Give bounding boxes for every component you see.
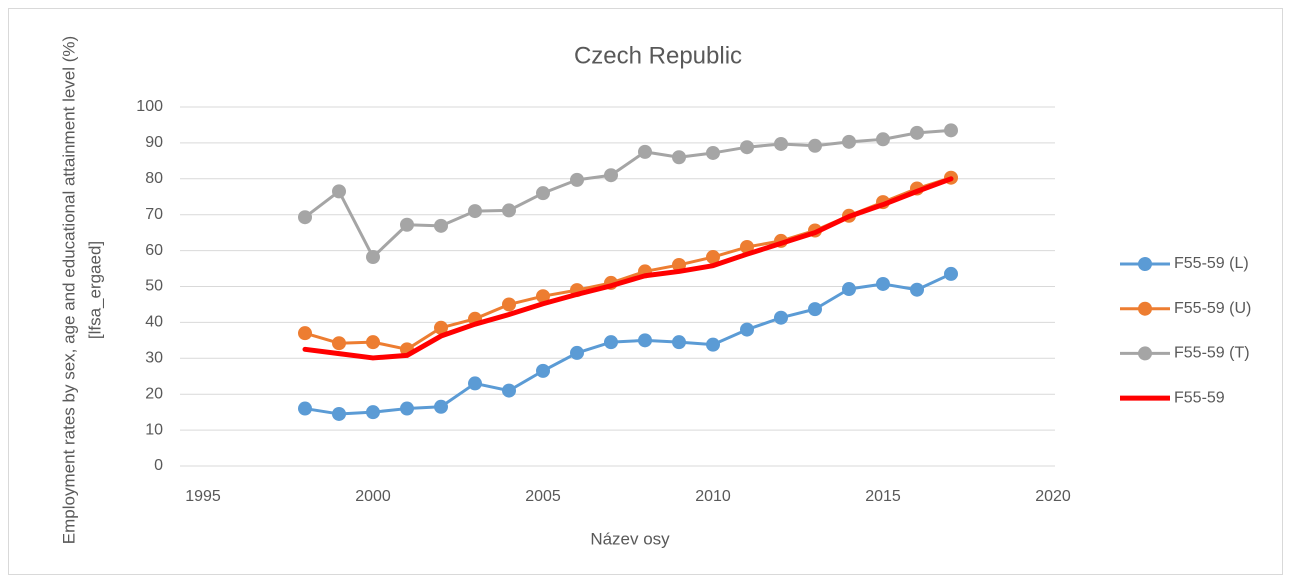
series-line: [302, 176, 954, 361]
y-tick-label: 50: [145, 278, 163, 295]
data-point: [638, 333, 652, 348]
data-point: [740, 140, 754, 155]
x-tick-label: 2010: [695, 488, 731, 505]
x-tick-label: 2015: [865, 488, 901, 505]
data-point: [536, 363, 550, 378]
data-point: [400, 401, 414, 416]
data-point: [910, 125, 924, 140]
data-point: [366, 405, 380, 420]
legend-label: F55-59: [1174, 389, 1225, 406]
y-tick-label: 80: [145, 170, 163, 187]
data-point: [842, 134, 856, 149]
data-point: [672, 335, 686, 350]
x-tick-label: 1995: [185, 488, 221, 505]
y-tick-label: 90: [145, 134, 163, 151]
data-point: [536, 289, 550, 304]
data-point: [706, 250, 720, 265]
data-point: [944, 266, 958, 281]
data-point: [774, 136, 788, 151]
data-point: [332, 184, 346, 199]
data-point: [298, 401, 312, 416]
data-point: [434, 399, 448, 414]
data-point: [332, 336, 346, 351]
y-tick-label: 100: [136, 98, 163, 115]
y-tick-label: 60: [145, 242, 163, 259]
data-point: [366, 250, 380, 265]
x-tick-label: 2020: [1035, 488, 1071, 505]
data-point: [876, 132, 890, 147]
data-point: [944, 123, 958, 138]
data-point: [638, 144, 652, 159]
y-tick-label: 0: [154, 457, 163, 474]
data-point: [876, 276, 890, 291]
legend-label: F55-59 (L): [1174, 255, 1249, 272]
data-point: [774, 310, 788, 325]
data-point: [366, 335, 380, 350]
y-tick-label: 40: [145, 314, 163, 331]
data-point: [842, 282, 856, 297]
data-point: [808, 302, 822, 317]
data-point: [298, 210, 312, 225]
data-point: [502, 383, 516, 398]
chart-title: Czech Republic: [574, 42, 742, 69]
x-axis-label: Název osy: [590, 529, 670, 548]
y-tick-label: 20: [145, 385, 163, 402]
y-axis-label: Employment rates by sex, age and educati…: [59, 36, 78, 544]
data-point: [604, 335, 618, 350]
legend-marker: [1138, 301, 1152, 316]
data-point: [740, 322, 754, 337]
legend-marker: [1138, 346, 1152, 361]
x-tick-label: 2000: [355, 488, 391, 505]
data-point: [332, 406, 346, 421]
data-point: [400, 217, 414, 232]
data-point: [672, 150, 686, 165]
data-point: [298, 326, 312, 341]
y-axis-label: [lfsa_ergaed]: [85, 241, 104, 339]
data-point: [502, 203, 516, 218]
x-tick-label: 2005: [525, 488, 561, 505]
chart-border: [8, 8, 1283, 575]
data-point: [468, 376, 482, 391]
data-point: [808, 138, 822, 153]
data-point: [468, 204, 482, 219]
data-point: [536, 186, 550, 201]
legend-label: F55-59 (T): [1174, 345, 1250, 362]
y-tick-label: 70: [145, 206, 163, 223]
data-point: [434, 218, 448, 233]
data-point: [502, 297, 516, 312]
data-point: [910, 282, 924, 297]
data-point: [570, 172, 584, 187]
data-point: [706, 337, 720, 352]
data-point: [604, 168, 618, 183]
legend-label: F55-59 (U): [1174, 300, 1251, 317]
y-tick-label: 30: [145, 350, 163, 367]
data-point: [706, 145, 720, 160]
data-point: [434, 320, 448, 335]
legend-marker: [1138, 257, 1152, 271]
y-tick-label: 10: [145, 421, 163, 438]
data-point: [570, 345, 584, 360]
